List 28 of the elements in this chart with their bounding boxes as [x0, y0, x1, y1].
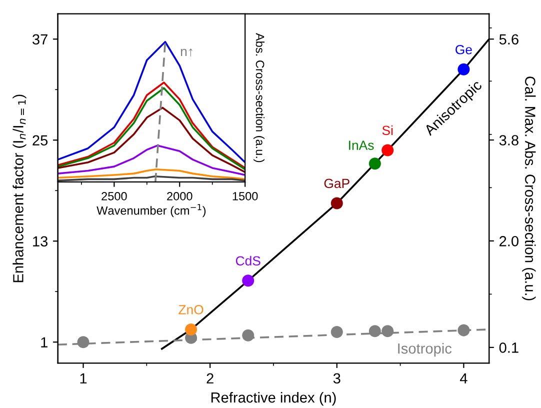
x-tick-label: 1500 — [232, 192, 258, 200]
series-label: GaP — [324, 178, 350, 188]
x-axis-title: Refractive index (n) — [211, 392, 336, 406]
y-axis-title: Abs. Cross-section (a.u.) — [254, 32, 265, 162]
annotation: n↑ — [180, 48, 192, 56]
x-tick-label: 1 — [80, 373, 87, 384]
series-label: CdS — [236, 256, 260, 266]
y-tick-label: 1 — [41, 337, 48, 348]
y2-axis-title: Cal. Max. Abs. Cross-section (a.u.) — [522, 76, 536, 300]
y-tick-label: 13 — [33, 236, 48, 247]
series-label: Ge — [456, 44, 472, 54]
series-label: InAs — [349, 140, 374, 150]
x-tick-label: 2000 — [167, 192, 192, 200]
y2-tick-label: 2.0 — [500, 236, 518, 246]
x-tick-label: 2 — [206, 373, 214, 384]
y2-tick-label: 5.6 — [499, 34, 518, 45]
y2-tick-label: 0.1 — [499, 342, 518, 353]
x-tick-label: 4 — [460, 373, 468, 384]
x-tick-label: 2500 — [102, 192, 127, 200]
y-tick-label: 37 — [32, 34, 48, 45]
y-tick-label: 25 — [32, 135, 48, 146]
y-axis-title: Enhancement factor (I$_{n}$/I$_{n=1}$) — [12, 94, 26, 282]
series-label: Isotropic — [398, 342, 452, 357]
y2-tick-label: 3.8 — [499, 135, 518, 146]
series-label: Si — [382, 125, 393, 136]
x-tick-label: 3 — [333, 373, 340, 384]
series-label: ZnO — [178, 305, 204, 314]
x-axis-title: Wavenumber (cm$^{−1}$) — [96, 204, 206, 218]
